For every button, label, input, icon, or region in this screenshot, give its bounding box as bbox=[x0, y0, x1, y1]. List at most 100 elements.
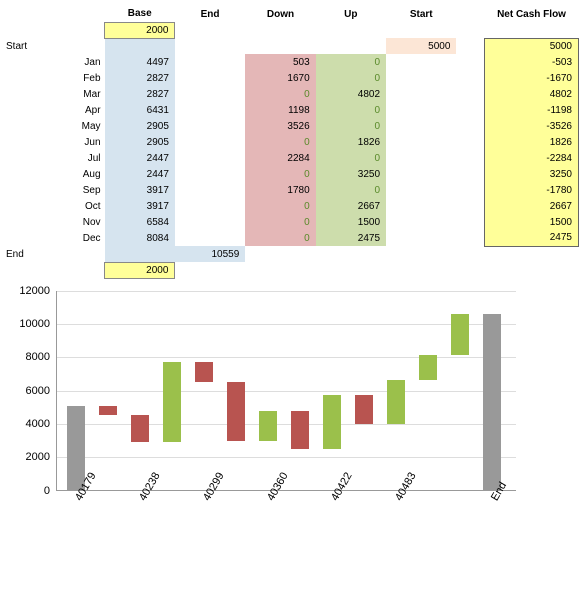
y-tick-label: 4000 bbox=[6, 418, 50, 430]
cash-cell: 1500 bbox=[485, 214, 579, 230]
y-tick-label: 8000 bbox=[6, 351, 50, 363]
month-label: Apr bbox=[53, 102, 105, 118]
month-label: Jul bbox=[53, 150, 105, 166]
y-tick-label: 10000 bbox=[6, 318, 50, 330]
up-cell: 0 bbox=[316, 70, 386, 86]
month-row: Jul244722840-2284 bbox=[6, 150, 579, 166]
down-cell: 0 bbox=[245, 86, 315, 102]
cash-cell: 1826 bbox=[485, 134, 579, 150]
start-row: Start 5000 5000 bbox=[6, 38, 579, 54]
month-row: Jun2905018261826 bbox=[6, 134, 579, 150]
base-cell: 3917 bbox=[105, 182, 175, 198]
end-row: End 10559 bbox=[6, 246, 579, 262]
header-row: Base End Down Up Start Net Cash Flow bbox=[6, 6, 579, 22]
month-label: Sep bbox=[53, 182, 105, 198]
bar-red bbox=[227, 382, 245, 441]
cash-start: 5000 bbox=[485, 38, 579, 54]
base-cell: 2447 bbox=[105, 150, 175, 166]
up-cell: 0 bbox=[316, 150, 386, 166]
gridline bbox=[57, 457, 516, 458]
input-top-row: 2000 bbox=[6, 22, 579, 38]
month-row: Feb2827 16700 -1670 bbox=[6, 70, 579, 86]
month-label: Nov bbox=[53, 214, 105, 230]
down-cell: 0 bbox=[245, 198, 315, 214]
cashflow-table: Base End Down Up Start Net Cash Flow 200… bbox=[6, 6, 579, 279]
month-label: Feb bbox=[53, 70, 105, 86]
month-label: Mar bbox=[53, 86, 105, 102]
up-cell: 0 bbox=[316, 182, 386, 198]
month-row: May290535260-3526 bbox=[6, 118, 579, 134]
cash-cell: -1670 bbox=[485, 70, 579, 86]
down-cell: 3526 bbox=[245, 118, 315, 134]
down-cell: 1670 bbox=[245, 70, 315, 86]
bar-green bbox=[419, 355, 437, 380]
base-cell: 2905 bbox=[105, 118, 175, 134]
cash-cell: -1198 bbox=[485, 102, 579, 118]
bar-green bbox=[323, 395, 341, 449]
y-tick-label: 12000 bbox=[6, 285, 50, 297]
up-cell: 0 bbox=[316, 54, 386, 70]
bar-red bbox=[355, 395, 373, 425]
up-cell: 2475 bbox=[316, 230, 386, 246]
y-tick-label: 0 bbox=[6, 485, 50, 497]
down-cell: 0 bbox=[245, 214, 315, 230]
base-cell: 6584 bbox=[105, 214, 175, 230]
cash-cell: -503 bbox=[485, 54, 579, 70]
month-label: Jun bbox=[53, 134, 105, 150]
gridline bbox=[57, 424, 516, 425]
down-cell: 2284 bbox=[245, 150, 315, 166]
down-cell: 0 bbox=[245, 166, 315, 182]
hdr-start: Start bbox=[386, 6, 456, 22]
bar-red bbox=[99, 406, 117, 414]
chart-area bbox=[56, 291, 516, 491]
base-cell: 4497 bbox=[105, 54, 175, 70]
bar-green bbox=[451, 314, 469, 355]
month-label: Oct bbox=[53, 198, 105, 214]
gridline bbox=[57, 324, 516, 325]
bar-red bbox=[291, 411, 309, 449]
month-row: Nov6584015001500 bbox=[6, 214, 579, 230]
bar-green bbox=[387, 380, 405, 424]
up-cell: 3250 bbox=[316, 166, 386, 182]
y-tick-label: 2000 bbox=[6, 451, 50, 463]
down-cell: 0 bbox=[245, 230, 315, 246]
gridline bbox=[57, 357, 516, 358]
bar-gray bbox=[483, 314, 501, 490]
down-cell: 503 bbox=[245, 54, 315, 70]
base-cell: 3917 bbox=[105, 198, 175, 214]
up-cell: 2667 bbox=[316, 198, 386, 214]
input-bottom[interactable]: 2000 bbox=[105, 262, 175, 278]
start-label: Start bbox=[6, 38, 53, 54]
up-cell: 1500 bbox=[316, 214, 386, 230]
start-value: 5000 bbox=[386, 38, 456, 54]
base-cell: 2827 bbox=[105, 86, 175, 102]
base-cell: 2827 bbox=[105, 70, 175, 86]
cashflow-container: Base End Down Up Start Net Cash Flow 200… bbox=[6, 6, 579, 551]
down-cell: 0 bbox=[245, 134, 315, 150]
input-bottom-row: 2000 bbox=[6, 262, 579, 278]
y-axis-labels: 020004000600080001000012000 bbox=[6, 291, 54, 491]
y-tick-label: 6000 bbox=[6, 385, 50, 397]
cash-cell: 3250 bbox=[485, 166, 579, 182]
end-label: End bbox=[6, 246, 53, 262]
cash-cell: -3526 bbox=[485, 118, 579, 134]
input-top[interactable]: 2000 bbox=[105, 22, 175, 38]
month-row: Sep391717800-1780 bbox=[6, 182, 579, 198]
up-cell: 0 bbox=[316, 102, 386, 118]
base-cell: 2905 bbox=[105, 134, 175, 150]
gridline bbox=[57, 391, 516, 392]
bar-red bbox=[195, 362, 213, 382]
cash-cell: 2475 bbox=[485, 230, 579, 246]
hdr-cash: Net Cash Flow bbox=[485, 6, 579, 22]
base-cell: 2447 bbox=[105, 166, 175, 182]
month-row: Apr643111980-1198 bbox=[6, 102, 579, 118]
month-row: Oct3917026672667 bbox=[6, 198, 579, 214]
waterfall-chart: 020004000600080001000012000 401794023840… bbox=[6, 291, 579, 551]
month-row: Mar2827048024802 bbox=[6, 86, 579, 102]
cash-cell: 2667 bbox=[485, 198, 579, 214]
base-cell: 8084 bbox=[105, 230, 175, 246]
end-value: 10559 bbox=[175, 246, 245, 262]
month-row: Aug2447032503250 bbox=[6, 166, 579, 182]
month-row: Jan44975030-503 bbox=[6, 54, 579, 70]
down-cell: 1780 bbox=[245, 182, 315, 198]
